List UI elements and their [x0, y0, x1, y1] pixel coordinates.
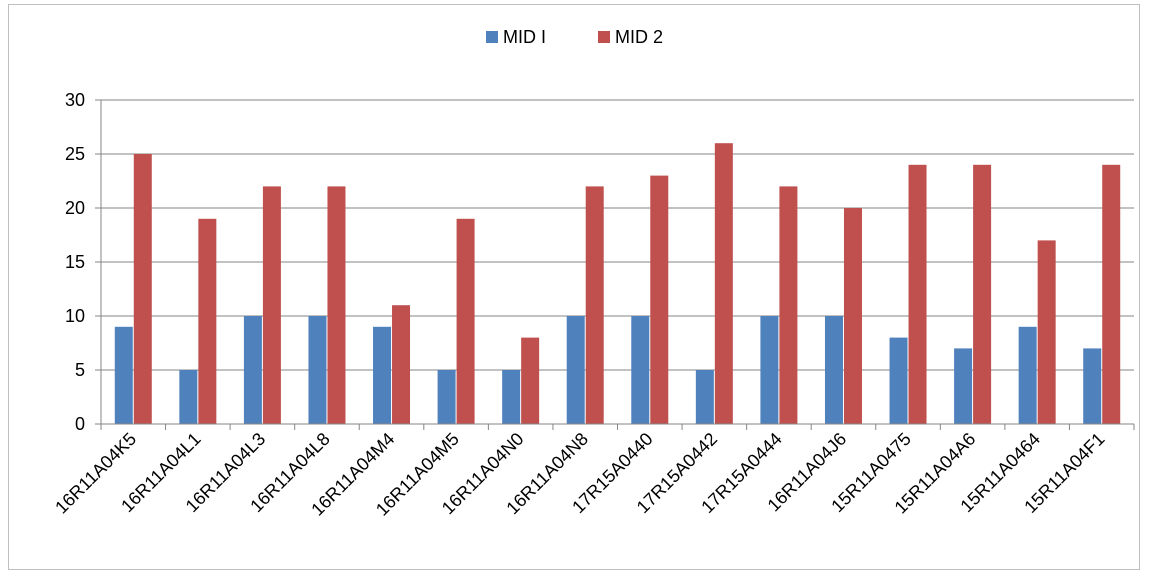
bar-mid-1: [243, 316, 262, 424]
bar-mid-1: [373, 326, 392, 424]
y-tick-label: 5: [75, 360, 85, 380]
bar-mid-1: [437, 370, 456, 424]
chart-frame: 0 5 10 15 20 25 30 16R11A04K5 16R11A04L1 16R11A04…: [8, 4, 1140, 570]
bar-mid-2: [262, 186, 281, 424]
y-tick-label: 30: [65, 90, 85, 110]
bar-mid-2: [650, 175, 669, 424]
legend-label-mid-2: MID 2: [615, 27, 663, 47]
legend-label-mid-1: MID I: [503, 27, 546, 47]
legend-swatch-mid-2: [598, 31, 610, 43]
bar-mid-1: [179, 370, 198, 424]
bar-mid-2: [327, 186, 346, 424]
bar-mid-1: [308, 316, 327, 424]
bar-chart: 05101520253016R11A04K516R11A04L116R11A04…: [51, 27, 1135, 520]
bar-mid-1: [695, 370, 714, 424]
bar-mid-2: [908, 164, 927, 425]
bar-mid-2: [133, 154, 152, 424]
y-tick-label: 15: [65, 252, 85, 272]
legend: MID I MID 2: [486, 27, 663, 47]
bar-mid-1: [114, 326, 133, 424]
bar-mid-2: [779, 186, 798, 424]
y-tick-label: 0: [75, 414, 85, 434]
bar-mid-2: [198, 218, 217, 424]
bar-mid-1: [502, 370, 521, 424]
bar-mid-2: [843, 208, 862, 424]
bar-mid-2: [973, 164, 992, 425]
bar-mid-1: [631, 316, 650, 424]
y-tick-label: 10: [65, 306, 85, 326]
bar-mid-1: [1018, 326, 1037, 424]
bar-mid-1: [566, 316, 585, 424]
bar-mid-1: [954, 348, 973, 424]
bar-mid-2: [392, 305, 411, 424]
bar-mid-1: [760, 316, 779, 424]
bar-mid-2: [1037, 240, 1056, 424]
bar-mid-2: [714, 143, 733, 424]
bar-mid-2: [521, 337, 540, 424]
y-tick-label: 20: [65, 198, 85, 218]
bar-mid-1: [824, 316, 843, 424]
legend-swatch-mid-1: [486, 31, 498, 43]
y-tick-label: 25: [65, 144, 85, 164]
bar-mid-1: [1083, 348, 1102, 424]
bar-mid-1: [889, 337, 908, 424]
bar-mid-2: [456, 218, 475, 424]
bars: [114, 143, 1121, 425]
bar-mid-2: [585, 186, 604, 424]
bar-mid-2: [1102, 164, 1121, 425]
